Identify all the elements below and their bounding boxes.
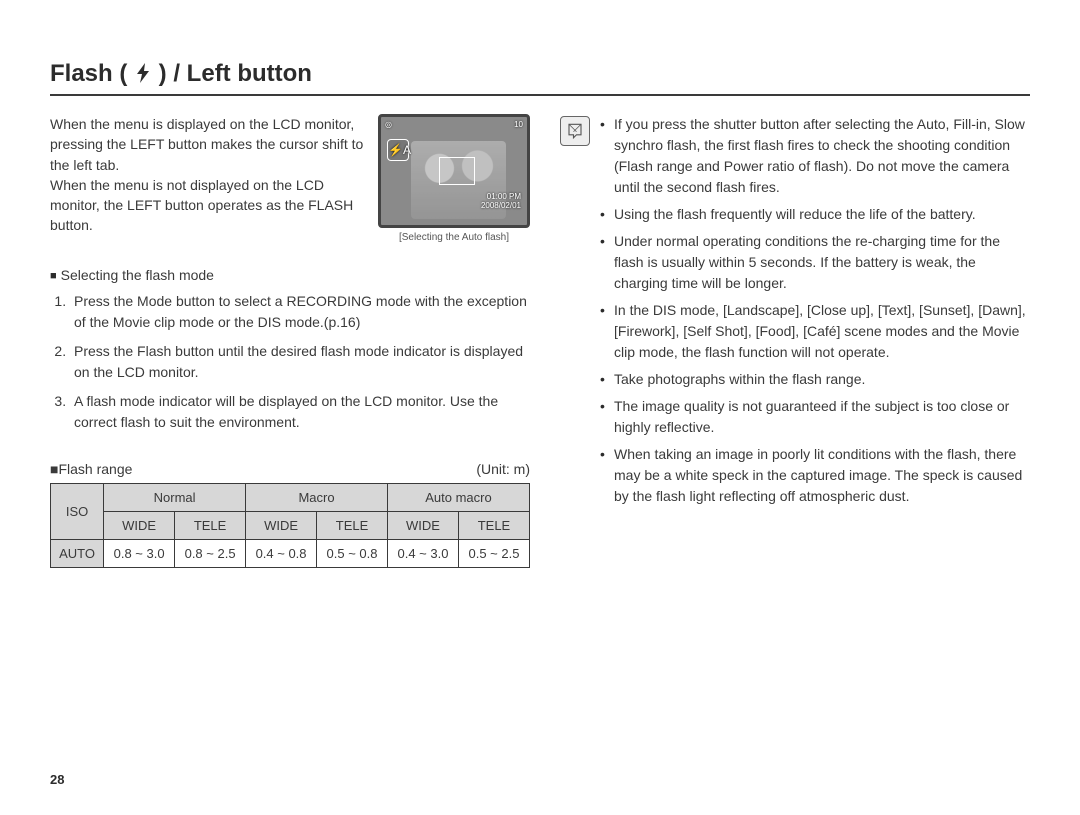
lcd-screen: ◎ 10 ⚡A 01:00 PM 2008/02/01 (378, 114, 530, 228)
lcd-date: 2008/02/01 (481, 202, 521, 211)
title-suffix: ) / Left button (152, 60, 312, 87)
note-icon (560, 116, 590, 146)
lcd-datetime: 01:00 PM 2008/02/01 (481, 193, 521, 211)
selecting-label: ■Selecting the flash mode (50, 267, 530, 283)
table-row-label: AUTO (51, 540, 104, 568)
lcd-top-left-icon: ◎ (385, 120, 392, 129)
flash-range-label: ■Flash range (50, 461, 132, 477)
table-sub-header: TELE (317, 512, 388, 540)
step-1: Press the Mode button to select a RECORD… (70, 291, 530, 333)
note-item: Take photographs within the flash range. (600, 369, 1030, 390)
table-cell: 0.5 ~ 2.5 (458, 540, 529, 568)
table-iso-header: ISO (51, 484, 104, 540)
steps-list: Press the Mode button to select a RECORD… (70, 291, 530, 433)
table-sub-header: WIDE (388, 512, 459, 540)
lcd-focus-frame (439, 157, 475, 185)
page-number: 28 (50, 772, 64, 787)
table-sub-header: WIDE (104, 512, 175, 540)
note-item: Using the flash frequently will reduce t… (600, 204, 1030, 225)
note-item: In the DIS mode, [Landscape], [Close up]… (600, 300, 1030, 363)
table-cell: 0.5 ~ 0.8 (317, 540, 388, 568)
title-prefix: Flash ( (50, 60, 134, 87)
table-group-normal: Normal (104, 484, 246, 512)
table-cell: 0.8 ~ 3.0 (104, 540, 175, 568)
table-sub-header: TELE (175, 512, 246, 540)
flash-range-unit: (Unit: m) (476, 461, 530, 477)
table-cell: 0.4 ~ 3.0 (388, 540, 459, 568)
table-group-automacro: Auto macro (388, 484, 530, 512)
left-column: When the menu is displayed on the LCD mo… (50, 114, 530, 568)
step-3: A flash mode indicator will be displayed… (70, 391, 530, 433)
intro-paragraph: When the menu is displayed on the LCD mo… (50, 114, 364, 243)
table-sub-header: TELE (458, 512, 529, 540)
note-item: The image quality is not guaranteed if t… (600, 396, 1030, 438)
lcd-top-right: 10 (514, 120, 523, 129)
table-group-macro: Macro (246, 484, 388, 512)
note-item: If you press the shutter button after se… (600, 114, 1030, 198)
right-column: If you press the shutter button after se… (560, 114, 1030, 568)
notes-list: If you press the shutter button after se… (600, 114, 1030, 513)
flash-icon (134, 60, 152, 87)
note-item: Under normal operating conditions the re… (600, 231, 1030, 294)
flash-range-table: ISO Normal Macro Auto macro WIDE TELE WI… (50, 483, 530, 568)
table-cell: 0.8 ~ 2.5 (175, 540, 246, 568)
lcd-caption: [Selecting the Auto flash] (378, 232, 530, 243)
table-cell: 0.4 ~ 0.8 (246, 540, 317, 568)
table-sub-header: WIDE (246, 512, 317, 540)
page-title: Flash ( ) / Left button (50, 60, 1030, 96)
step-2: Press the Flash button until the desired… (70, 341, 530, 383)
square-bullet-icon: ■ (50, 270, 57, 282)
note-item: When taking an image in poorly lit condi… (600, 444, 1030, 507)
lcd-figure: ◎ 10 ⚡A 01:00 PM 2008/02/01 [Selecting t… (378, 114, 530, 243)
lcd-flash-mode-icon: ⚡A (387, 139, 409, 161)
